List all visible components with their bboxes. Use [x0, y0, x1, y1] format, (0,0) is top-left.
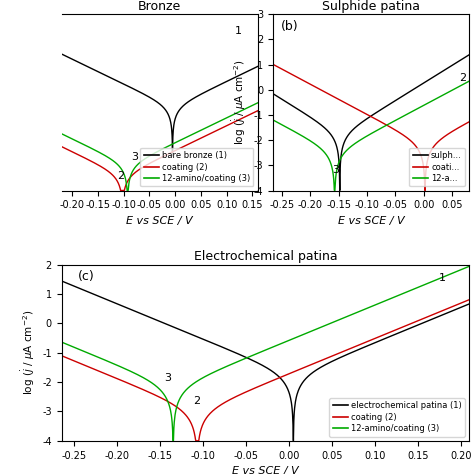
Legend: electrochemical patina (1), coating (2), 12-amino/coating (3): electrochemical patina (1), coating (2),…	[329, 398, 465, 437]
X-axis label: E vs SCE / V: E vs SCE / V	[232, 466, 299, 474]
X-axis label: E vs SCE / V: E vs SCE / V	[338, 216, 405, 226]
Text: (b): (b)	[281, 19, 299, 33]
Text: 3: 3	[131, 152, 138, 162]
Legend: sulph..., coati..., 12-a...: sulph..., coati..., 12-a...	[410, 148, 465, 186]
Text: 2: 2	[459, 73, 466, 83]
Text: 2: 2	[193, 396, 200, 406]
Title: Bronze: Bronze	[138, 0, 181, 13]
Y-axis label: log ($\dot{j}$ / $\mu$A cm$^{-2}$): log ($\dot{j}$ / $\mu$A cm$^{-2}$)	[231, 60, 248, 145]
Legend: bare bronze (1), coating (2), 12-amino/coating (3): bare bronze (1), coating (2), 12-amino/c…	[140, 148, 254, 186]
Text: 1: 1	[439, 273, 446, 283]
Text: 2: 2	[118, 171, 125, 181]
Title: Electrochemical patina: Electrochemical patina	[193, 250, 337, 264]
Text: 1: 1	[234, 26, 241, 36]
Y-axis label: log ($\dot{j}$ / $\mu$A cm$^{-2}$): log ($\dot{j}$ / $\mu$A cm$^{-2}$)	[19, 310, 36, 395]
Title: Sulphide patina: Sulphide patina	[322, 0, 420, 13]
Text: 3: 3	[164, 373, 172, 383]
Text: (c): (c)	[78, 270, 95, 283]
Text: 3: 3	[332, 165, 339, 175]
X-axis label: E vs SCE / V: E vs SCE / V	[126, 216, 193, 226]
